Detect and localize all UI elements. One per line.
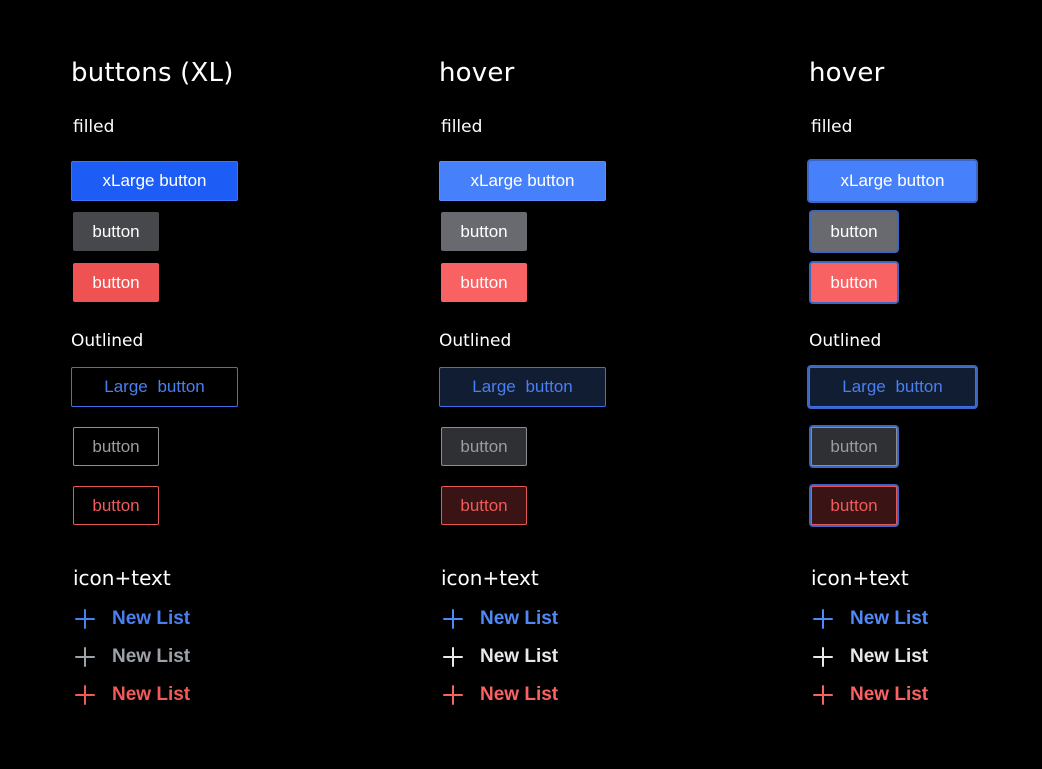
column-hover-focus: hover filled xLarge button button button… [809,0,1039,769]
column-default: buttons (XL) filled xLarge button button… [71,0,371,769]
plus-icon [443,685,463,705]
filled-label: filled [811,117,853,137]
new-list-label: New List [112,646,191,667]
new-list-neutral-button[interactable]: New List [443,644,558,670]
xlarge-filled-primary-button[interactable]: xLarge button [71,161,238,201]
plus-icon [75,647,95,667]
new-list-label: New List [850,608,929,629]
large-outlined-primary-button[interactable]: Large button [71,367,238,407]
new-list-label: New List [112,608,191,629]
icon-text-label: icon+text [811,566,909,590]
new-list-label: New List [480,684,559,705]
filled-danger-button[interactable]: button [441,263,527,302]
large-outlined-primary-button[interactable]: Large button [439,367,606,407]
filled-label: filled [73,117,115,137]
plus-icon [813,685,833,705]
new-list-danger-button[interactable]: New List [813,682,928,708]
section-title: hover [809,58,885,88]
outlined-danger-button[interactable]: button [811,486,897,525]
section-title: buttons (XL) [71,58,234,88]
filled-danger-button[interactable]: button [811,263,897,302]
new-list-label: New List [850,684,929,705]
outlined-label: Outlined [439,331,512,351]
new-list-label: New List [112,684,191,705]
outlined-label: Outlined [809,331,882,351]
section-title: hover [439,58,515,88]
plus-icon [75,685,95,705]
new-list-primary-button[interactable]: New List [75,606,190,632]
new-list-label: New List [850,646,929,667]
new-list-primary-button[interactable]: New List [813,606,928,632]
plus-icon [443,647,463,667]
new-list-primary-button[interactable]: New List [443,606,558,632]
outlined-label: Outlined [71,331,144,351]
plus-icon [813,609,833,629]
outlined-danger-button[interactable]: button [441,486,527,525]
plus-icon [443,609,463,629]
new-list-neutral-button[interactable]: New List [75,644,190,670]
column-hover: hover filled xLarge button button button… [439,0,739,769]
filled-danger-button[interactable]: button [73,263,159,302]
new-list-label: New List [480,608,559,629]
xlarge-filled-primary-button[interactable]: xLarge button [809,161,976,201]
new-list-danger-button[interactable]: New List [443,682,558,708]
icon-text-label: icon+text [73,566,171,590]
large-outlined-primary-button[interactable]: Large button [809,367,976,407]
outlined-neutral-button[interactable]: button [73,427,159,466]
filled-neutral-button[interactable]: button [441,212,527,251]
new-list-neutral-button[interactable]: New List [813,644,928,670]
plus-icon [75,609,95,629]
outlined-danger-button[interactable]: button [73,486,159,525]
outlined-neutral-button[interactable]: button [441,427,527,466]
filled-neutral-button[interactable]: button [811,212,897,251]
new-list-label: New List [480,646,559,667]
icon-text-label: icon+text [441,566,539,590]
filled-label: filled [441,117,483,137]
new-list-danger-button[interactable]: New List [75,682,190,708]
filled-neutral-button[interactable]: button [73,212,159,251]
outlined-neutral-button[interactable]: button [811,427,897,466]
plus-icon [813,647,833,667]
xlarge-filled-primary-button[interactable]: xLarge button [439,161,606,201]
